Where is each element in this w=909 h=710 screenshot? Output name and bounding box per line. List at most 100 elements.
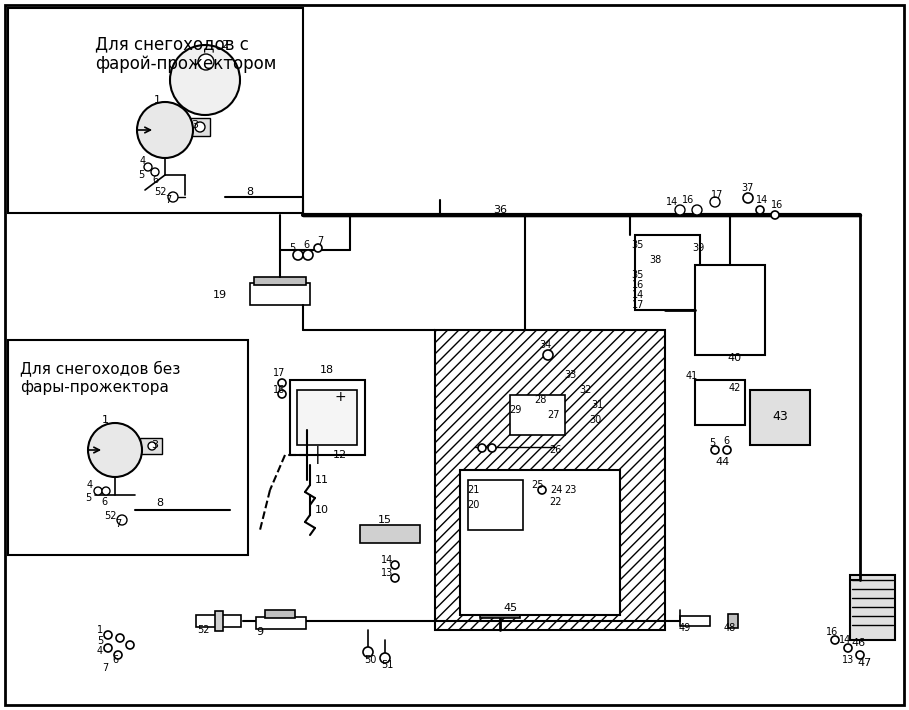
- Text: 17: 17: [273, 368, 285, 378]
- Bar: [250, 283, 310, 305]
- Text: |: |: [315, 446, 321, 464]
- Bar: [480, 610, 520, 618]
- Text: 8: 8: [246, 187, 254, 197]
- Circle shape: [743, 193, 753, 203]
- Circle shape: [391, 561, 399, 569]
- Text: 16: 16: [771, 200, 784, 210]
- Text: 4: 4: [87, 480, 93, 490]
- Circle shape: [278, 379, 286, 387]
- Bar: [510, 395, 565, 435]
- Text: 43: 43: [772, 410, 788, 423]
- Text: 50: 50: [364, 655, 376, 665]
- Text: 52: 52: [154, 187, 166, 197]
- Text: 14: 14: [381, 555, 393, 565]
- Text: 47: 47: [858, 658, 872, 668]
- Circle shape: [711, 446, 719, 454]
- Text: 2: 2: [222, 40, 228, 50]
- Text: 27: 27: [546, 410, 559, 420]
- Circle shape: [756, 206, 764, 214]
- Text: 28: 28: [534, 395, 546, 405]
- Text: 41: 41: [686, 371, 698, 381]
- Text: 7: 7: [317, 236, 323, 246]
- Text: 6: 6: [723, 436, 729, 446]
- Text: 21: 21: [467, 485, 479, 495]
- Text: 38: 38: [649, 255, 661, 265]
- Circle shape: [116, 634, 124, 642]
- Circle shape: [137, 102, 193, 158]
- Circle shape: [543, 350, 553, 360]
- Text: 11: 11: [315, 475, 329, 485]
- Circle shape: [293, 250, 303, 260]
- Text: 51: 51: [381, 660, 394, 670]
- Circle shape: [104, 631, 112, 639]
- Circle shape: [102, 487, 110, 495]
- Text: 25: 25: [532, 480, 544, 490]
- Bar: [265, 610, 295, 618]
- Text: 45: 45: [503, 603, 517, 613]
- Circle shape: [88, 423, 142, 477]
- Bar: [850, 575, 895, 640]
- Bar: [140, 438, 162, 454]
- Bar: [460, 470, 620, 615]
- Text: 5: 5: [709, 438, 715, 448]
- Text: 42: 42: [729, 383, 741, 393]
- Circle shape: [198, 54, 214, 70]
- Circle shape: [692, 205, 702, 215]
- Text: 6: 6: [152, 175, 158, 185]
- Circle shape: [278, 390, 286, 398]
- Circle shape: [856, 651, 864, 659]
- Circle shape: [126, 641, 134, 649]
- Text: Для снегоходов без: Для снегоходов без: [20, 360, 180, 376]
- Text: 24: 24: [550, 485, 562, 495]
- Circle shape: [363, 647, 373, 657]
- Text: 5: 5: [138, 170, 145, 180]
- Circle shape: [488, 444, 496, 452]
- Circle shape: [144, 163, 152, 171]
- Text: 23: 23: [564, 485, 576, 495]
- Circle shape: [723, 446, 731, 454]
- Text: 20: 20: [467, 500, 479, 510]
- Text: 16: 16: [826, 627, 838, 637]
- Text: 40: 40: [728, 353, 742, 363]
- Text: 29: 29: [509, 405, 521, 415]
- Bar: [215, 611, 223, 631]
- Text: 7: 7: [115, 519, 121, 529]
- Text: 6: 6: [101, 497, 107, 507]
- Circle shape: [148, 442, 156, 450]
- Text: 44: 44: [716, 457, 730, 467]
- Circle shape: [170, 45, 240, 115]
- Bar: [360, 525, 420, 543]
- Circle shape: [478, 444, 486, 452]
- Text: 14: 14: [756, 195, 768, 205]
- Bar: [8, 8, 303, 213]
- Circle shape: [844, 644, 852, 652]
- Circle shape: [168, 192, 178, 202]
- Text: 4: 4: [97, 646, 103, 656]
- Text: 13: 13: [381, 568, 393, 578]
- Text: 16: 16: [273, 385, 285, 395]
- Bar: [680, 616, 710, 626]
- Text: 4: 4: [140, 156, 146, 166]
- Text: 18: 18: [320, 365, 335, 375]
- Text: 17: 17: [632, 300, 644, 310]
- Text: 7: 7: [165, 195, 171, 205]
- Bar: [254, 277, 306, 285]
- Text: 13: 13: [842, 655, 854, 665]
- Bar: [468, 480, 523, 530]
- Text: 30: 30: [589, 415, 601, 425]
- Bar: [728, 614, 738, 628]
- Bar: [256, 617, 306, 629]
- Text: 16: 16: [682, 195, 694, 205]
- Text: 49: 49: [679, 623, 691, 633]
- Circle shape: [151, 168, 159, 176]
- Circle shape: [675, 205, 685, 215]
- Text: 48: 48: [724, 623, 736, 633]
- Text: +: +: [335, 390, 345, 404]
- Text: 31: 31: [591, 400, 604, 410]
- Text: 39: 39: [692, 243, 704, 253]
- Text: фарой-прожектором: фарой-прожектором: [95, 55, 276, 73]
- Text: 1: 1: [154, 95, 161, 105]
- Text: 19: 19: [213, 290, 227, 300]
- Text: 5: 5: [85, 493, 91, 503]
- Text: 8: 8: [156, 498, 164, 508]
